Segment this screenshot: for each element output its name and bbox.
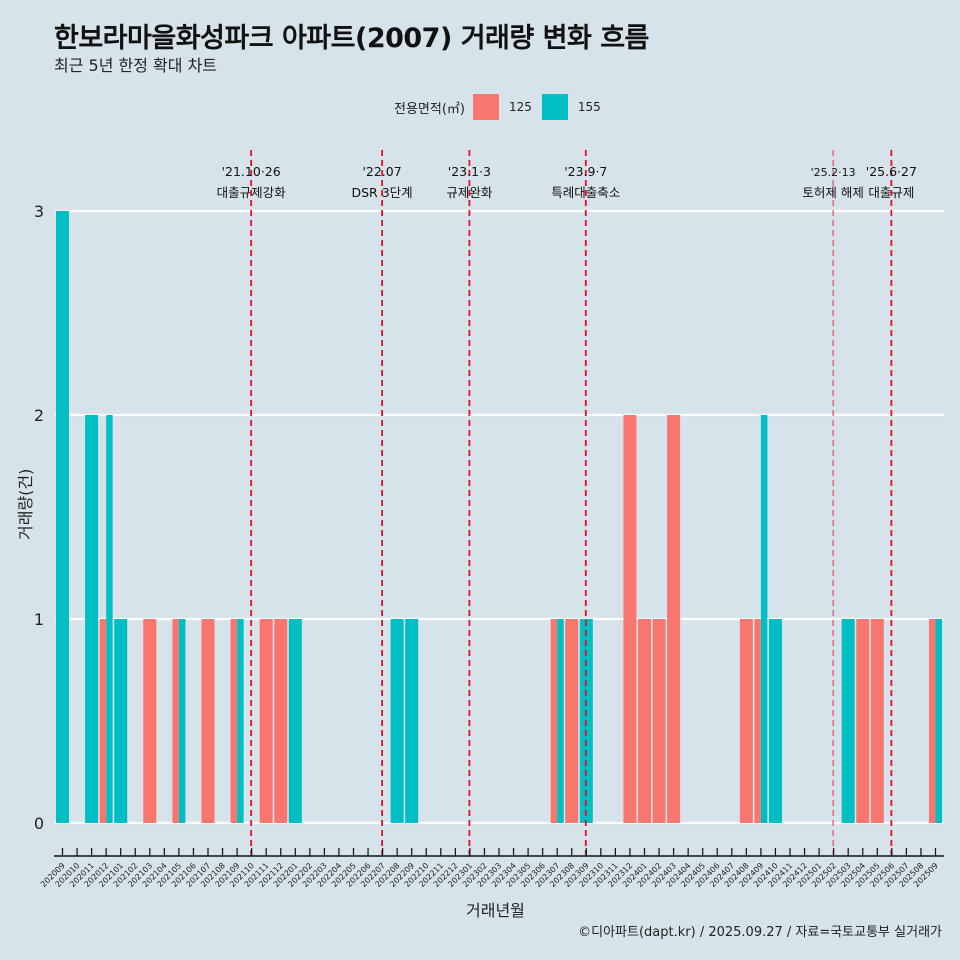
x-axis-label: 거래년월 bbox=[466, 901, 525, 920]
bar-125 bbox=[201, 619, 215, 823]
legend-label-125: 125 bbox=[508, 100, 532, 114]
bar-155 bbox=[288, 619, 302, 823]
x-axis: 2020092020102020112020122021012021022021… bbox=[39, 848, 944, 889]
gridlines bbox=[55, 209, 944, 825]
y-tick-label: 2 bbox=[34, 406, 44, 425]
event-date-label: '23.1·3 bbox=[448, 164, 491, 179]
bar-125 bbox=[652, 619, 666, 823]
bar-155 bbox=[56, 211, 69, 823]
legend-label-155: 155 bbox=[577, 100, 601, 114]
event-date-label: '25.2·13 bbox=[811, 166, 856, 179]
chart-subtitle: 최근 5년 한정 확대 차트 bbox=[54, 56, 218, 75]
legend-title: 전용면적(㎡) bbox=[394, 101, 465, 117]
y-tick-label: 0 bbox=[34, 814, 44, 833]
legend-swatch-155 bbox=[541, 94, 568, 120]
bar-125 bbox=[870, 619, 884, 823]
bar-125 bbox=[143, 619, 157, 823]
y-axis-label: 거래량(건) bbox=[16, 468, 35, 540]
bar-125 bbox=[172, 619, 179, 823]
bar-125 bbox=[667, 415, 681, 823]
bar-125 bbox=[638, 619, 651, 823]
bar-125 bbox=[623, 415, 637, 823]
event-name-label: 토허제 해제 bbox=[802, 185, 863, 200]
legend: 전용면적(㎡) 125 155 bbox=[394, 94, 611, 120]
bar-125 bbox=[739, 619, 753, 823]
y-tick-label: 1 bbox=[34, 610, 44, 629]
source-caption: ©디아파트(dapt.kr) / 2025.09.27 / 자료=국토교통부 실… bbox=[578, 925, 942, 940]
bar-155 bbox=[85, 415, 99, 823]
bar-125 bbox=[929, 619, 936, 823]
bars bbox=[56, 211, 942, 823]
event-name-label: 대출규제 bbox=[868, 185, 914, 200]
event-name-label: 특례대출축소 bbox=[551, 185, 620, 200]
event-name-label: 대출규제강화 bbox=[217, 185, 287, 200]
event-date-label: '22.07 bbox=[362, 164, 401, 179]
bar-125 bbox=[856, 619, 870, 823]
y-tick-label: 3 bbox=[34, 202, 44, 221]
legend-swatch-125 bbox=[472, 94, 499, 120]
bar-125 bbox=[754, 619, 761, 823]
event-lines: '21.10·26 대출규제강화 '22.07 DSR 3단계 '23.1·3 규제완화 '… bbox=[217, 150, 917, 855]
event-date-label: '21.10·26 bbox=[222, 164, 281, 179]
bar-155 bbox=[405, 619, 419, 823]
bar-155 bbox=[841, 619, 855, 823]
bar-155 bbox=[114, 619, 128, 823]
y-axis-ticks: 0 1 2 3 bbox=[34, 202, 44, 833]
event-name-label: 규제완화 bbox=[446, 185, 493, 200]
bar-125 bbox=[565, 619, 579, 823]
event-date-label: '25.6·27 bbox=[866, 164, 917, 179]
bar-155 bbox=[390, 619, 404, 823]
bar-125 bbox=[550, 619, 558, 823]
bar-125 bbox=[274, 619, 288, 823]
event-name-label: DSR 3단계 bbox=[352, 185, 413, 200]
bar-155 bbox=[178, 619, 186, 823]
chart-title: 한보라마을화성파크 아파트(2007) 거래량 변화 흐름 bbox=[54, 23, 649, 54]
bar-155 bbox=[557, 619, 564, 823]
bar-125 bbox=[230, 619, 238, 823]
bar-125 bbox=[99, 619, 107, 823]
bar-155 bbox=[237, 619, 244, 823]
event-date-label: '23.9·7 bbox=[564, 164, 607, 179]
bar-155 bbox=[935, 619, 942, 823]
bar-155 bbox=[760, 415, 768, 823]
bar-155 bbox=[106, 415, 113, 823]
bar-155 bbox=[768, 619, 782, 823]
bar-125 bbox=[259, 619, 273, 823]
